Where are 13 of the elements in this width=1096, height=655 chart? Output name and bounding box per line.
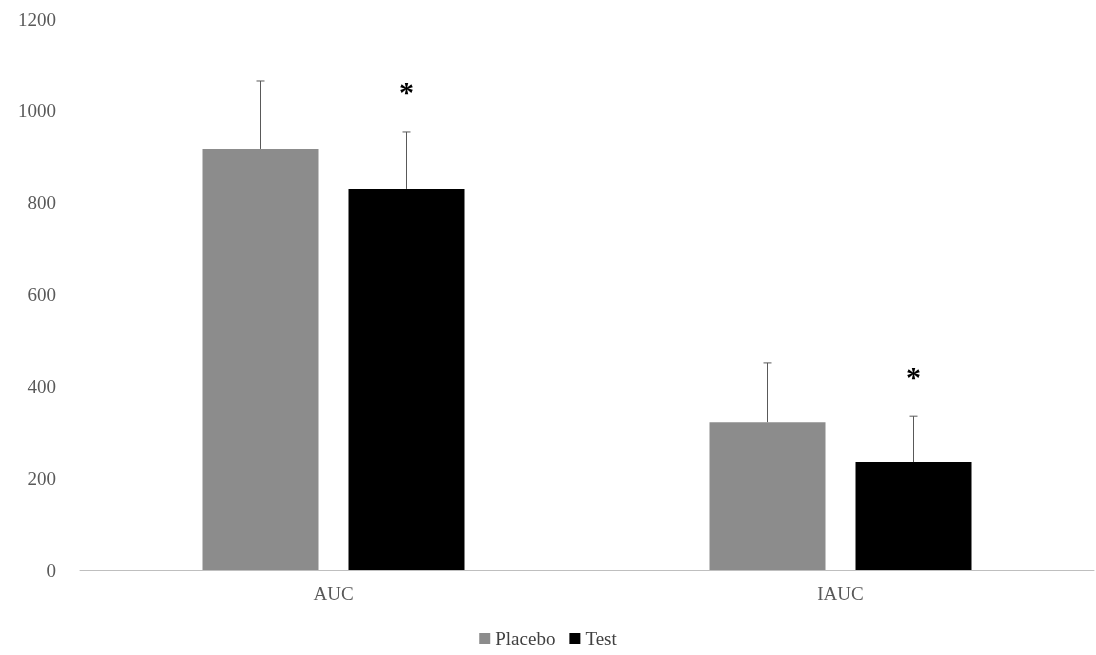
annotation: * [906,359,921,393]
x-tick-label: IAUC [817,583,864,604]
y-tick-label: 200 [27,467,56,489]
annotation: * [399,75,414,109]
y-tick-label: 1000 [18,100,56,122]
y-tick-label: 600 [27,284,56,305]
y-tick-label: 0 [46,559,56,581]
legend-label: Test [585,628,618,649]
legend-label: Placebo [495,628,556,649]
y-tick-label: 1200 [18,8,56,30]
y-tick-label: 400 [27,375,56,397]
y-tick-label: 800 [27,192,56,214]
x-tick-label: AUC [313,583,354,604]
